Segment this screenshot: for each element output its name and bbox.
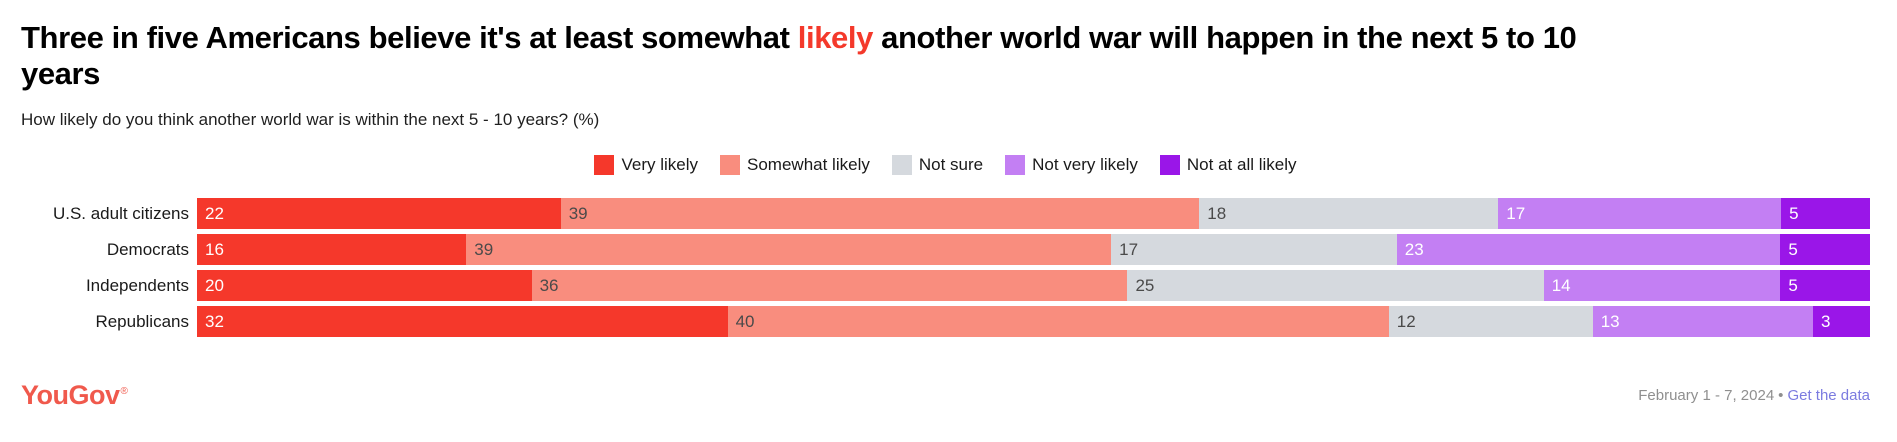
chart-row-republicans: Republicans 32 40 12 13 3 (21, 306, 1870, 338)
title-highlight: likely (797, 20, 874, 55)
legend-swatch-not-at-all-likely (1159, 155, 1180, 176)
row-label: Independents (85, 275, 189, 295)
bar-segment-somewhat-likely: 36 (531, 270, 1128, 302)
bar-segment-not-sure: 17 (1111, 234, 1397, 266)
bar-segment-not-sure: 18 (1199, 198, 1499, 230)
chart-subtitle: How likely do you think another world wa… (21, 110, 600, 130)
bar-segment-very-likely: 32 (197, 306, 728, 338)
chart-row-independents: Independents 20 36 25 14 5 (21, 270, 1870, 302)
bar-segment-somewhat-likely: 39 (560, 198, 1200, 230)
legend-item-not-very-likely: Not very likely (1005, 155, 1138, 176)
stacked-bar-chart: U.S. adult citizens 22 39 18 17 5 Democrats 16 3… (21, 198, 1871, 338)
bar-segment-not-at-all-likely: 5 (1780, 270, 1870, 302)
yougov-logo-text: YouGov (21, 380, 120, 411)
legend-item-not-sure: Not sure (891, 155, 984, 176)
survey-date: February 1 - 7, 2024 (1638, 387, 1775, 405)
legend-label: Very likely (621, 155, 699, 175)
page-title: Three in five Americans believe it's at … (21, 20, 1581, 91)
legend-swatch-not-sure (891, 155, 912, 176)
legend-label: Not sure (918, 155, 984, 175)
bar-segment-not-at-all-likely: 3 (1813, 306, 1870, 338)
stacked-bar: 22 39 18 17 5 (197, 198, 1870, 230)
footer: YouGov® February 1 - 7, 2024 • Get the dat… (21, 380, 1870, 411)
legend-swatch-somewhat-likely (720, 155, 741, 176)
title-text-pre: Three in five Americans believe it's at … (21, 20, 798, 55)
bar-segment-not-very-likely: 23 (1396, 234, 1781, 266)
stacked-bar: 32 40 12 13 3 (197, 306, 1870, 338)
legend: Very likely Somewhat likely Not sure Not ve… (21, 155, 1870, 176)
get-the-data-link[interactable]: Get the data (1787, 387, 1870, 405)
bar-segment-not-at-all-likely: 5 (1780, 234, 1871, 266)
legend-label: Not very likely (1032, 155, 1138, 175)
bar-segment-not-very-likely: 13 (1592, 306, 1814, 338)
bar-segment-very-likely: 20 (197, 270, 532, 302)
bar-segment-not-very-likely: 17 (1498, 198, 1782, 230)
chart-row-u-s-adult-citizens: U.S. adult citizens 22 39 18 17 5 (21, 198, 1870, 230)
footer-separator: • (1778, 387, 1784, 405)
bar-segment-not-sure: 25 (1127, 270, 1544, 302)
bar-segment-not-very-likely: 14 (1543, 270, 1781, 302)
row-label: U.S. adult citizens (52, 203, 189, 223)
bar-segment-not-at-all-likely: 5 (1781, 198, 1870, 230)
footer-meta: February 1 - 7, 2024 • Get the data (1638, 387, 1870, 404)
legend-label: Somewhat likely (747, 155, 870, 175)
row-label: Republicans (95, 311, 189, 331)
legend-label: Not at all likely (1186, 155, 1297, 175)
bar-segment-very-likely: 16 (197, 234, 467, 266)
stacked-bar: 16 39 17 23 5 (197, 234, 1871, 266)
legend-item-not-at-all-likely: Not at all likely (1159, 155, 1297, 176)
chart-row-democrats: Democrats 16 39 17 23 5 (21, 234, 1871, 266)
bar-segment-somewhat-likely: 40 (727, 306, 1389, 338)
bar-segment-somewhat-likely: 39 (466, 234, 1112, 266)
title-text-post: another world war will happen in the nex… (21, 20, 1577, 91)
legend-item-very-likely: Very likely (594, 155, 699, 176)
legend-item-somewhat-likely: Somewhat likely (720, 155, 870, 176)
stacked-bar: 20 36 25 14 5 (197, 270, 1870, 302)
legend-swatch-not-very-likely (1005, 155, 1026, 176)
yougov-logo: YouGov® (21, 380, 128, 411)
row-label: Democrats (106, 239, 189, 259)
bar-segment-not-sure: 12 (1388, 306, 1593, 338)
bar-segment-very-likely: 22 (197, 198, 561, 230)
registered-mark: ® (120, 386, 128, 398)
legend-swatch-very-likely (594, 155, 615, 176)
